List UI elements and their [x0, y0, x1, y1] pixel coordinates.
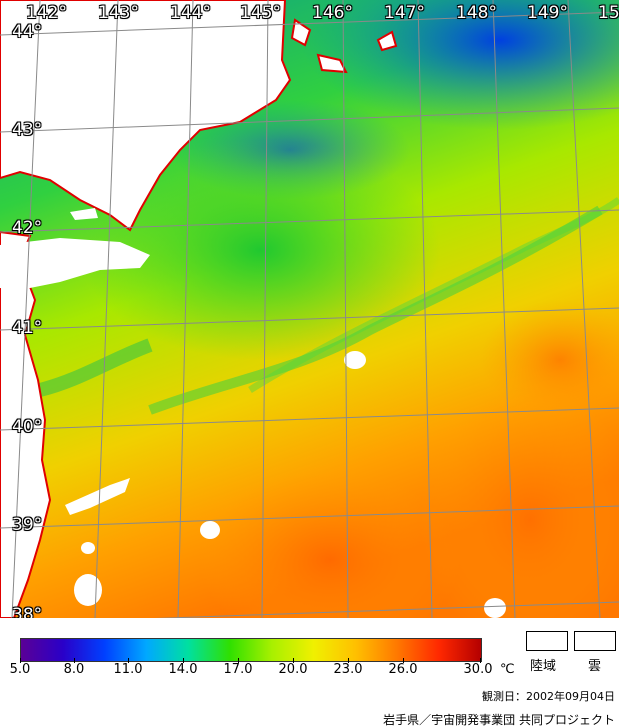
meridian-148 — [492, 0, 516, 618]
cloud-swatch — [574, 631, 616, 651]
latitude-label: 42° — [12, 218, 43, 238]
cool-streak — [38, 338, 153, 397]
cloud — [70, 208, 98, 220]
colorbar-tick — [480, 658, 481, 663]
longitude-label: 148° — [456, 3, 497, 23]
colorbar-tick — [293, 658, 294, 663]
warm-water-region — [480, 300, 619, 420]
longitude-label: 145° — [240, 3, 281, 23]
cloud — [0, 238, 150, 290]
temperature-colorbar — [20, 638, 482, 662]
colorbar-tick-label: 17.0 — [223, 662, 253, 677]
land-island — [376, 30, 398, 52]
land-swatch — [526, 631, 568, 651]
colorbar-tick-label: 30.0 — [463, 662, 493, 677]
longitude-label: 143° — [98, 3, 139, 23]
meridian-142 — [11, 0, 41, 618]
cool-streak — [148, 205, 603, 415]
cloud — [344, 351, 366, 369]
latitude-label: 40° — [12, 417, 43, 437]
temperature-unit: ℃ — [500, 662, 515, 677]
meridian-146 — [342, 0, 349, 618]
colorbar-tick — [74, 658, 75, 663]
parallel-38 — [154, 601, 619, 618]
latitude-label: 41° — [12, 318, 43, 338]
cloud-legend-label: 雲 — [588, 659, 602, 674]
latitude-label: 44° — [12, 22, 43, 42]
land-hokkaido — [0, 0, 292, 232]
cool-streak — [248, 197, 619, 393]
latitude-label: 43° — [12, 120, 43, 140]
colorbar-tick-label: 11.0 — [113, 662, 143, 677]
longitude-label: 147° — [384, 3, 425, 23]
cloud — [81, 542, 95, 554]
longitude-label: 144° — [170, 3, 211, 23]
legend-panel: 5.0 8.0 11.0 14.0 17.0 20.0 23.0 26.0 30… — [0, 618, 619, 728]
longitude-label: 142° — [26, 3, 67, 23]
cool-water-region — [80, 140, 440, 360]
parallel-39 — [0, 505, 619, 529]
parallel-41 — [0, 307, 619, 331]
latitude-label: 39° — [12, 515, 43, 535]
meridian-145 — [261, 0, 269, 618]
land-legend-label: 陸域 — [530, 659, 557, 674]
cloud — [74, 574, 102, 606]
colorbar-tick-label: 23.0 — [333, 662, 363, 677]
longitude-label: 15 — [598, 3, 619, 23]
sst-map: 142° 143° 144° 145° 146° 147° 148° 149° … — [0, 0, 619, 618]
colorbar-tick-label: 20.0 — [278, 662, 308, 677]
warm-water-region — [200, 470, 460, 618]
credit-text: 岩手県／宇宙開発事業団 共同プロジェクト — [383, 713, 615, 727]
cloud — [200, 521, 220, 539]
parallel-40 — [0, 407, 619, 431]
cloud — [65, 478, 130, 515]
warm-water-region — [420, 390, 619, 618]
meridian-144 — [177, 0, 194, 618]
parallel-44 — [0, 11, 619, 36]
latitude-label: 38° — [12, 605, 43, 618]
parallel-43 — [0, 107, 619, 133]
colorbar-tick — [128, 658, 129, 663]
colorbar-tick-label: 8.0 — [63, 662, 85, 677]
colorbar-tick — [238, 658, 239, 663]
colorbar-tick — [20, 658, 21, 663]
observation-date: 観測日：2002年09月04日 — [482, 690, 615, 703]
colorbar-tick — [183, 658, 184, 663]
longitude-label: 146° — [312, 3, 353, 23]
graticule — [0, 0, 619, 618]
land-island — [290, 18, 312, 47]
cold-water-region — [300, 0, 619, 130]
colorbar-tick-label: 26.0 — [388, 662, 418, 677]
colorbar-tick-label: 5.0 — [9, 662, 31, 677]
cloud — [484, 598, 506, 618]
longitude-label: 149° — [527, 3, 568, 23]
colorbar-tick-label: 14.0 — [168, 662, 198, 677]
meridian-147 — [417, 0, 433, 618]
land-island — [316, 53, 348, 74]
colorbar-tick — [403, 658, 404, 663]
colorbar-tick — [348, 658, 349, 663]
meridian-143 — [94, 0, 119, 618]
parallel-42 — [0, 209, 619, 233]
sea-surface-temperature-image — [0, 0, 619, 618]
